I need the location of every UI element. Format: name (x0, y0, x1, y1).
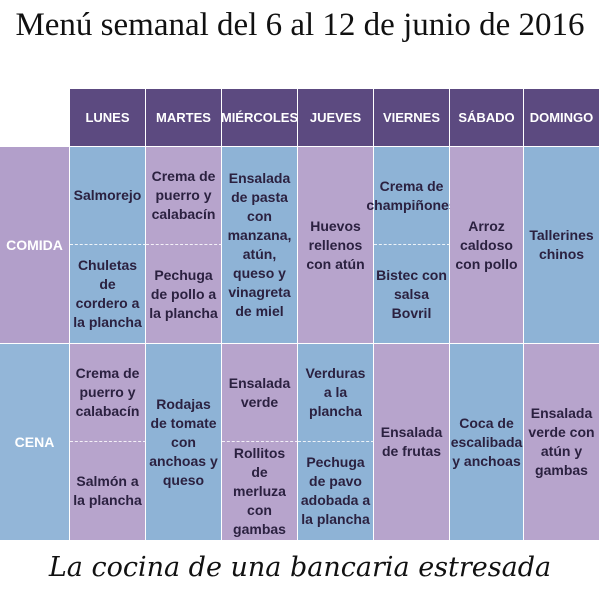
comida-lunes-1: Salmorejo (70, 147, 146, 245)
cena-domingo: Ensalada verde con atún y gambas (524, 344, 600, 541)
cena-viernes: Ensalada de frutas (374, 344, 450, 541)
comida-martes-2: Pechuga de pollo a la plancha (146, 245, 222, 344)
day-header-miercoles: MIÉRCOLES (221, 89, 298, 147)
day-header-martes: MARTES (146, 89, 222, 147)
comida-martes-1: Crema de puerro y calabacín (146, 147, 222, 245)
day-header-domingo: DOMINGO (524, 89, 600, 147)
day-header-jueves: JUEVES (298, 89, 374, 147)
day-header-viernes: VIERNES (374, 89, 450, 147)
row-label-comida: COMIDA (0, 147, 70, 344)
cena-lunes-2: Salmón a la plancha (70, 442, 146, 541)
comida-jueves: Huevos rellenos con atún (298, 147, 374, 344)
cena-jueves-2: Pechuga de pavo adobada a la plancha (298, 442, 374, 541)
cena-lunes-1: Crema de puerro y calabacín (70, 344, 146, 442)
cena-miercoles-2: Rollitos de merluza con gambas (222, 442, 298, 541)
weekly-menu-table: LUNES MARTES MIÉRCOLES JUEVES VIERNES SÁ… (0, 89, 600, 541)
comida-miercoles: Ensalada de pasta con manzana, atún, que… (222, 147, 298, 344)
comida-lunes-2: Chuletas de cordero a la plancha (70, 245, 146, 344)
menu-title: Menú semanal del 6 al 12 de junio de 201… (15, 7, 585, 43)
comida-sabado: Arroz caldoso con pollo (450, 147, 524, 344)
comida-viernes-1: Crema de champiñones (366, 147, 457, 245)
cena-jueves-1: Verduras a la plancha (298, 344, 374, 442)
blog-signature: La cocina de una bancaria estresada (48, 552, 552, 583)
day-header-lunes: LUNES (70, 89, 146, 147)
cena-sabado: Coca de escalibada y anchoas (450, 344, 524, 541)
comida-domingo: Tallerines chinos (524, 147, 600, 344)
corner-cell (0, 89, 70, 147)
day-header-sabado: SÁBADO (450, 89, 524, 147)
cena-martes: Rodajas de tomate con anchoas y queso (146, 344, 222, 541)
comida-viernes-2: Bistec con salsa Bovril (374, 245, 450, 344)
row-label-cena: CENA (0, 344, 70, 541)
cena-miercoles-1: Ensalada verde (222, 344, 298, 442)
